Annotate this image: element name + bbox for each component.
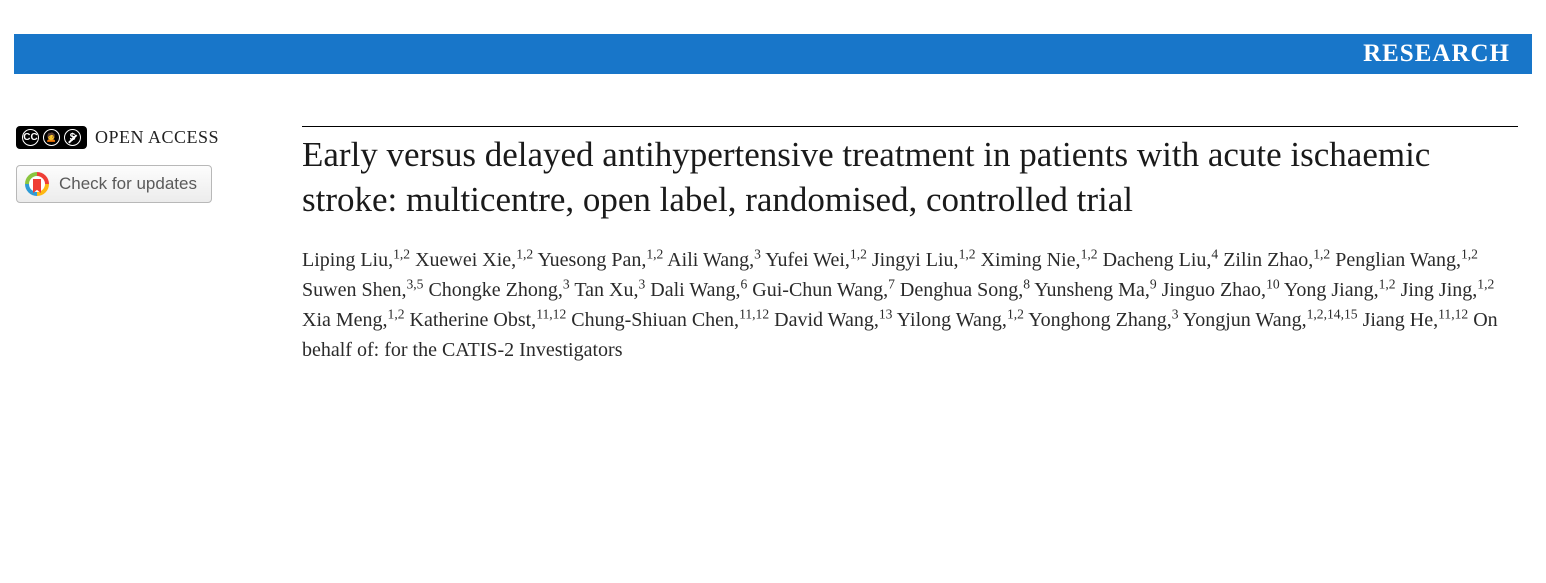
- crossmark-icon: [25, 172, 49, 196]
- banner-label: RESEARCH: [1363, 40, 1510, 68]
- main-column: Early versus delayed antihypertensive tr…: [302, 126, 1518, 365]
- nc-icon: $: [64, 129, 81, 146]
- open-access-row: CC 🙍 $ OPEN ACCESS: [16, 126, 276, 149]
- left-column: CC 🙍 $ OPEN ACCESS Check for updates: [16, 126, 276, 365]
- article-title: Early versus delayed antihypertensive tr…: [302, 133, 1518, 223]
- check-updates-button[interactable]: Check for updates: [16, 165, 212, 203]
- check-updates-label: Check for updates: [59, 174, 197, 194]
- section-banner: RESEARCH: [14, 34, 1532, 74]
- by-icon: 🙍: [43, 129, 60, 146]
- cc-license-icon: CC 🙍 $: [16, 126, 87, 149]
- cc-icon: CC: [22, 129, 39, 146]
- content-row: CC 🙍 $ OPEN ACCESS Check for updates Ear…: [16, 126, 1518, 365]
- open-access-label: OPEN ACCESS: [95, 127, 219, 148]
- author-list: Liping Liu,1,2 Xuewei Xie,1,2 Yuesong Pa…: [302, 245, 1518, 365]
